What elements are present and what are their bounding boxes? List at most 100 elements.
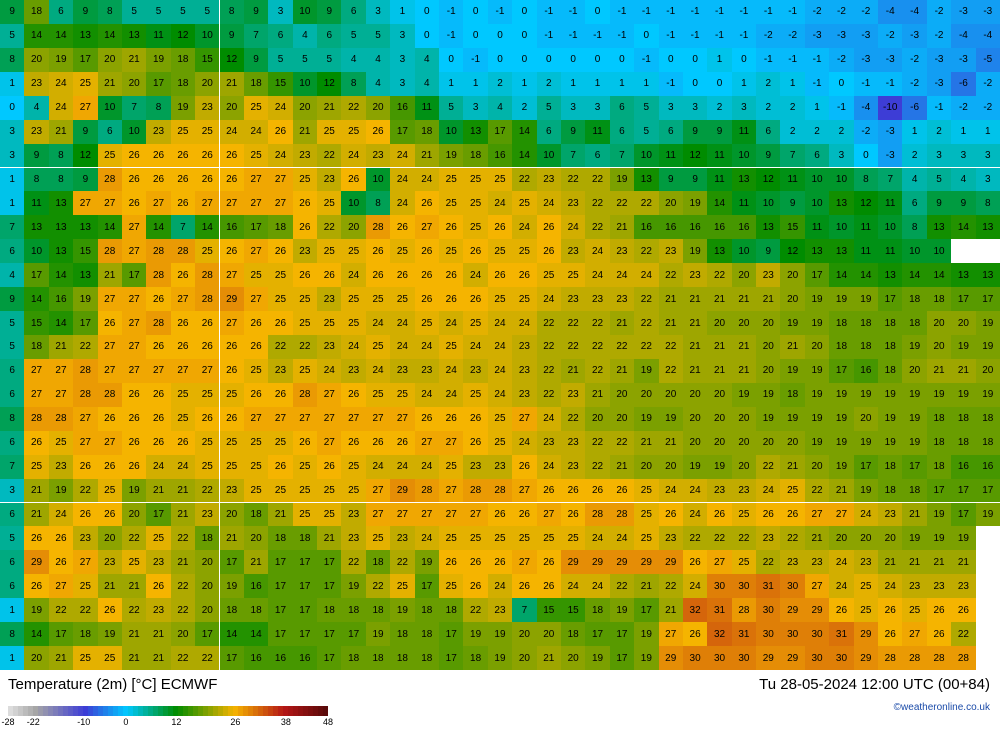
temp-cell: 28 (927, 646, 951, 670)
temp-cell: 2 (756, 72, 780, 96)
temp-cell: 23 (610, 239, 634, 263)
temp-cell: 17 (293, 622, 317, 646)
temp-cell: 26 (220, 239, 244, 263)
temp-cell: 24 (49, 96, 73, 120)
temp-cell: 6 (610, 120, 634, 144)
temp-cell: 26 (439, 407, 463, 431)
temp-cell: 18 (854, 335, 878, 359)
temp-cell: 19 (829, 407, 853, 431)
temp-cell: 27 (73, 550, 97, 574)
temperature-map: 91869855558931096310-10-10-1-10-1-1-1-1-… (0, 0, 1000, 670)
temp-cell: 28 (415, 479, 439, 503)
temp-cell: 25 (512, 526, 536, 550)
temp-cell: 0 (415, 24, 439, 48)
temp-cell: 25 (463, 526, 487, 550)
temp-cell: 6 (585, 144, 609, 168)
temp-cell: 28 (98, 168, 122, 192)
temp-cell: 28 (195, 263, 219, 287)
temp-cell: 24 (390, 311, 414, 335)
temp-cell: 17 (268, 598, 292, 622)
temp-cell: 22 (171, 574, 195, 598)
temp-cell: 16 (488, 144, 512, 168)
temp-cell: 27 (512, 479, 536, 503)
temp-cell: 27 (146, 191, 170, 215)
temp-cell: 26 (512, 263, 536, 287)
temp-cell: 6 (0, 503, 24, 527)
temp-cell: 13 (463, 120, 487, 144)
temp-cell: 26 (146, 431, 170, 455)
temp-cell: 22 (780, 526, 804, 550)
temp-cell: 27 (73, 431, 97, 455)
temp-cell: 18 (244, 598, 268, 622)
temp-cell: 19 (610, 168, 634, 192)
temp-cell: 25 (244, 96, 268, 120)
temp-cell: 23 (146, 550, 170, 574)
temp-cell: 18 (24, 0, 48, 24)
temp-cell: 23 (341, 503, 365, 527)
temp-cell: 23 (463, 359, 487, 383)
temp-cell: 23 (537, 431, 561, 455)
temp-cell: -2 (780, 24, 804, 48)
temp-cell: 27 (659, 622, 683, 646)
temp-cell: 24 (683, 574, 707, 598)
temp-cell: 23 (805, 550, 829, 574)
temp-cell: 25 (854, 598, 878, 622)
temp-cell: 4 (366, 72, 390, 96)
temp-cell: 18 (927, 287, 951, 311)
temp-cell: 12 (683, 144, 707, 168)
temp-cell: 27 (122, 287, 146, 311)
temp-cell: 14 (146, 215, 170, 239)
temp-cell: 29 (24, 550, 48, 574)
temp-cell: -1 (659, 0, 683, 24)
temp-cell: 17 (585, 622, 609, 646)
temp-cell: 10 (537, 144, 561, 168)
temp-cell: 3 (951, 144, 975, 168)
temp-cell: 22 (634, 311, 658, 335)
temp-cell: 13 (49, 239, 73, 263)
temp-cell: 26 (122, 431, 146, 455)
temp-cell: -3 (927, 48, 951, 72)
temp-cell: 6 (756, 120, 780, 144)
temp-cell: 23 (561, 383, 585, 407)
temp-cell: 32 (707, 622, 731, 646)
temp-cell: 24 (415, 383, 439, 407)
temp-cell: 4 (488, 96, 512, 120)
temp-cell: 21 (707, 287, 731, 311)
temp-cell: 2 (829, 120, 853, 144)
temp-cell: 27 (49, 574, 73, 598)
temp-cell: 26 (341, 168, 365, 192)
temp-cell: 23 (73, 526, 97, 550)
temp-cell: 23 (317, 335, 341, 359)
temp-cell: 20 (659, 383, 683, 407)
temp-cell: 26 (366, 263, 390, 287)
temp-cell: 24 (244, 120, 268, 144)
temp-cell: 24 (683, 503, 707, 527)
temp-cell: 20 (732, 407, 756, 431)
temp-cell: 26 (24, 574, 48, 598)
temp-cell: 25 (195, 120, 219, 144)
temp-cell: 22 (585, 191, 609, 215)
temp-cell: 26 (293, 263, 317, 287)
temp-cell: 3 (390, 24, 414, 48)
temp-cell: 7 (171, 215, 195, 239)
temp-cell: 25 (195, 431, 219, 455)
temp-cell: 23 (659, 239, 683, 263)
temp-cell: 26 (512, 574, 536, 598)
temp-cell: 19 (829, 455, 853, 479)
temp-cell: 0 (732, 48, 756, 72)
temp-cell: 26 (341, 431, 365, 455)
temp-cell: 17 (220, 550, 244, 574)
temp-cell: 5 (0, 526, 24, 550)
temp-cell: 25 (293, 503, 317, 527)
temp-cell: 18 (878, 479, 902, 503)
temp-cell: 27 (902, 622, 926, 646)
temp-cell: 23 (268, 359, 292, 383)
temp-cell: 26 (390, 215, 414, 239)
temp-cell: 19 (805, 287, 829, 311)
temp-cell: 25 (463, 191, 487, 215)
temp-cell: 8 (0, 407, 24, 431)
temp-cell: 21 (683, 359, 707, 383)
temp-cell: 18 (171, 48, 195, 72)
temp-cell: 21 (415, 144, 439, 168)
temp-cell: 18 (927, 407, 951, 431)
